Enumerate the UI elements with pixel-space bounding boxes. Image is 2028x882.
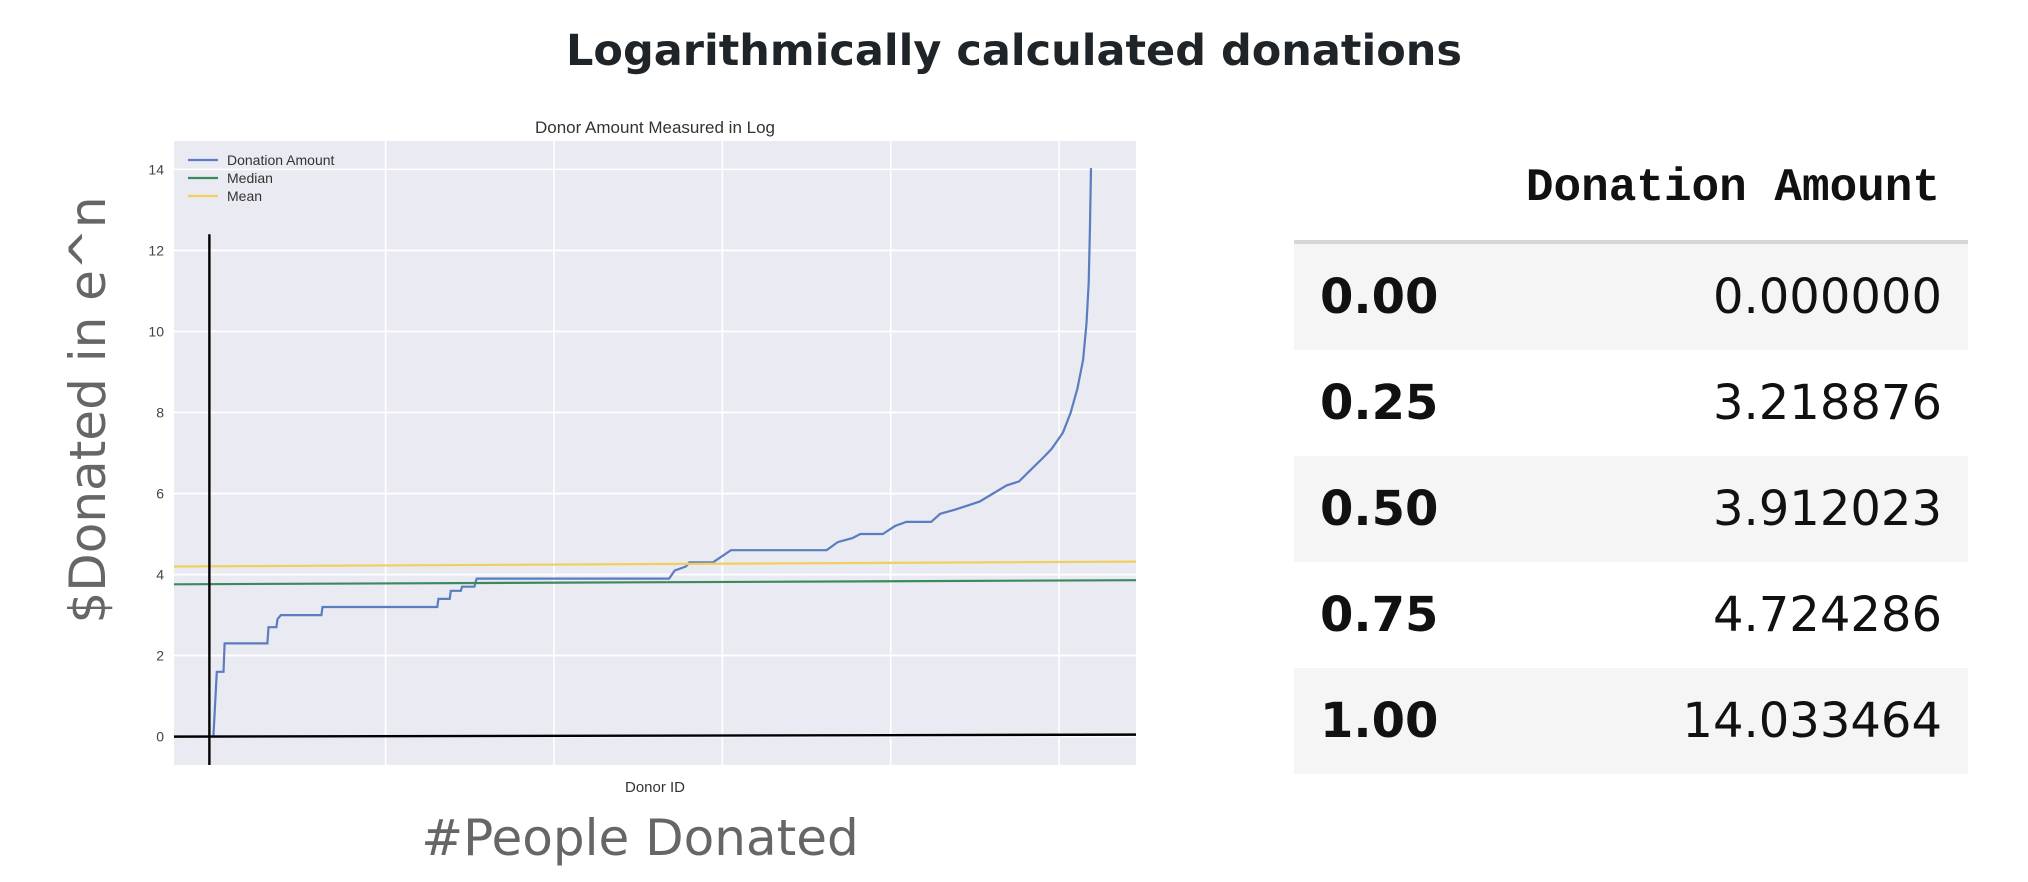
table-header: Donation Amount (1294, 150, 1968, 244)
legend-label: Donation Amount (227, 152, 335, 168)
row-value: 3.218876 (1712, 375, 1942, 431)
row-value: 3.912023 (1712, 481, 1942, 537)
row-index: 0.25 (1320, 375, 1439, 431)
row-index: 0.00 (1320, 269, 1439, 325)
row-index: 0.50 (1320, 481, 1439, 537)
donor-chart: 0 2 4 6 8 10 12 14 Donor Amount Measured in Log… (148, 118, 1137, 796)
table-row: 0.25 3.218876 (1294, 350, 1968, 456)
legend-label: Median (227, 170, 273, 186)
series-line (173, 560, 1137, 568)
quantile-table: Donation Amount 0.00 0.000000 0.25 3.218… (1294, 150, 1968, 774)
table-row: 1.00 14.033464 (1294, 668, 1968, 774)
row-index: 0.75 (1320, 587, 1439, 643)
row-value: 0.000000 (1712, 269, 1942, 325)
table-row: 0.00 0.000000 (1294, 244, 1968, 350)
outer-x-label: #People Donated (421, 809, 859, 867)
chart-title: Donor Amount Measured in Log (535, 118, 775, 137)
table-row: 0.75 4.724286 (1294, 562, 1968, 668)
plot-area (174, 141, 1136, 765)
y-tick-labels: 0 2 4 6 8 10 12 14 (148, 161, 164, 744)
table-header-label: Donation Amount (1525, 162, 1940, 214)
y-tick-label: 4 (156, 567, 164, 583)
y-tick-label: 14 (148, 161, 164, 177)
y-tick-label: 12 (148, 242, 164, 258)
y-tick-label: 0 (156, 729, 164, 745)
chart-x-label: Donor ID (625, 779, 685, 796)
y-tick-label: 6 (156, 486, 164, 502)
row-index: 1.00 (1320, 693, 1439, 749)
y-tick-label: 10 (148, 323, 164, 339)
table-row: 0.50 3.912023 (1294, 456, 1968, 562)
series-line (173, 579, 1137, 586)
series-lines (173, 168, 1137, 737)
overlay-axes (173, 234, 1137, 765)
y-tick-label: 2 (156, 648, 164, 664)
legend-label: Mean (227, 188, 262, 204)
row-value: 14.033464 (1682, 693, 1942, 749)
series-line (212, 168, 1093, 737)
x-axis-line (173, 733, 1137, 738)
slide-title: Logarithmically calculated donations (566, 26, 1462, 76)
grid-lines (174, 141, 1136, 765)
y-tick-label: 8 (156, 404, 164, 420)
row-value: 4.724286 (1712, 587, 1942, 643)
legend: Donation Amount Median Mean (188, 152, 335, 204)
